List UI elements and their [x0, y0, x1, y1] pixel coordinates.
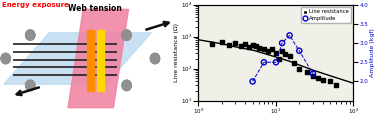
Ellipse shape	[26, 30, 35, 40]
Ellipse shape	[150, 53, 160, 64]
Point	[282, 53, 288, 55]
Point	[287, 34, 293, 36]
Point	[273, 61, 279, 63]
Polygon shape	[68, 9, 129, 108]
Point	[287, 55, 293, 57]
Point	[296, 50, 302, 52]
Point	[315, 77, 321, 79]
Point	[291, 62, 297, 64]
Point	[246, 46, 252, 48]
Ellipse shape	[122, 80, 132, 91]
Y-axis label: Line resistance (Ω): Line resistance (Ω)	[175, 23, 180, 82]
Ellipse shape	[1, 53, 10, 64]
Point	[273, 52, 279, 54]
Point	[310, 73, 316, 75]
Text: Energy exposure: Energy exposure	[2, 2, 69, 8]
Point	[261, 61, 267, 63]
Point	[310, 75, 316, 77]
Point	[238, 45, 244, 47]
Point	[279, 50, 285, 52]
Point	[242, 43, 248, 45]
Y-axis label: Amplitude (kgf): Amplitude (kgf)	[370, 28, 375, 77]
Point	[265, 50, 271, 52]
Bar	[98, 30, 104, 91]
Point	[270, 48, 276, 50]
Point	[319, 79, 325, 81]
Bar	[87, 30, 93, 91]
Point	[249, 44, 256, 46]
Legend: Line resistance, Amplitude: Line resistance, Amplitude	[301, 7, 351, 23]
Point	[219, 41, 225, 43]
Point	[279, 42, 285, 44]
Point	[261, 48, 267, 50]
Text: Web tension: Web tension	[68, 4, 121, 13]
Point	[209, 43, 215, 45]
Point	[226, 44, 232, 46]
Point	[232, 42, 239, 44]
Point	[296, 68, 302, 70]
Polygon shape	[4, 33, 151, 84]
Point	[276, 58, 282, 60]
Point	[304, 71, 310, 73]
Ellipse shape	[26, 80, 35, 91]
Point	[249, 80, 256, 82]
Point	[256, 47, 262, 49]
Point	[333, 84, 339, 86]
Point	[253, 45, 259, 47]
Ellipse shape	[122, 30, 132, 40]
Point	[327, 80, 333, 82]
